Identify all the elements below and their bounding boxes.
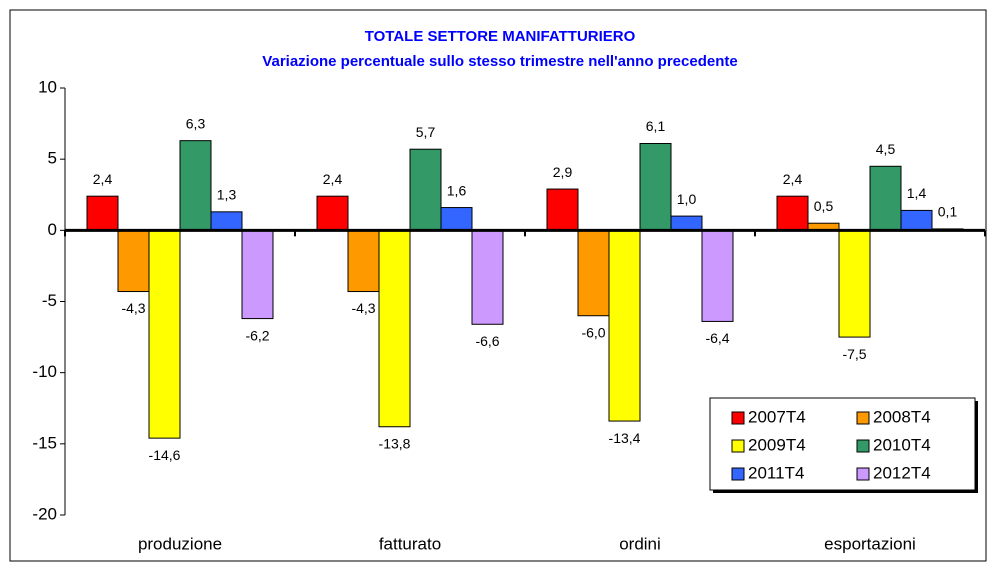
y-tick-label: 0 (48, 220, 57, 239)
legend-label: 2012T4 (873, 463, 931, 482)
value-label: -13,8 (379, 435, 411, 451)
value-label: -6,0 (581, 324, 605, 340)
value-label: -7,5 (842, 346, 866, 362)
legend-label: 2010T4 (873, 435, 931, 454)
bar (900, 209, 933, 231)
value-label: 2,4 (783, 171, 803, 187)
bar (776, 195, 809, 231)
value-label: 6,3 (186, 115, 206, 131)
value-label: 2,4 (93, 171, 113, 187)
value-label: 2,4 (323, 171, 343, 187)
bar (117, 229, 150, 293)
value-label: 1,3 (217, 187, 237, 203)
bar (869, 165, 902, 231)
bar (316, 195, 349, 231)
legend-shadow (975, 401, 978, 493)
legend-swatch (731, 439, 745, 453)
legend-label: 2008T4 (873, 407, 931, 426)
value-label: -6,4 (705, 330, 729, 346)
value-label: 1,4 (907, 185, 927, 201)
x-tick-label: esportazioni (824, 534, 916, 553)
bar (86, 195, 119, 231)
bar (347, 229, 380, 293)
y-tick-label: -20 (32, 504, 57, 523)
bar (639, 143, 672, 231)
legend-box (709, 397, 976, 491)
value-label: 1,0 (677, 191, 697, 207)
bar (440, 207, 473, 231)
value-label: 4,5 (876, 141, 896, 157)
legend-swatch (856, 439, 870, 453)
y-tick-label: -15 (32, 433, 57, 452)
value-label: -13,4 (609, 430, 641, 446)
bar (701, 229, 734, 322)
legend-swatch (731, 411, 745, 425)
bar (179, 140, 212, 231)
legend-label: 2007T4 (748, 407, 806, 426)
x-tick-label: produzione (138, 534, 222, 553)
legend-label: 2011T4 (748, 463, 804, 482)
value-label: 5,7 (416, 124, 436, 140)
bar (471, 229, 504, 325)
value-label: 6,1 (646, 118, 666, 134)
value-label: -14,6 (149, 447, 181, 463)
legend-shadow (713, 490, 978, 493)
bar (241, 229, 274, 320)
bar (838, 229, 871, 338)
chart-title: TOTALE SETTORE MANIFATTURIERO (365, 28, 636, 45)
value-label: -4,3 (121, 300, 145, 316)
bar (409, 148, 442, 231)
legend-swatch (856, 411, 870, 425)
value-label: -6,2 (245, 327, 269, 343)
y-tick-label: -10 (32, 362, 57, 381)
bar (378, 229, 411, 428)
value-label: 0,5 (814, 198, 834, 214)
legend-label: 2009T4 (748, 435, 806, 454)
value-label: -4,3 (351, 300, 375, 316)
y-tick-label: -5 (42, 291, 57, 310)
bar (210, 211, 243, 231)
bar (577, 229, 610, 317)
chart-subtitle: Variazione percentuale sullo stesso trim… (262, 53, 737, 70)
bar (148, 229, 181, 439)
x-tick-label: fatturato (379, 534, 441, 553)
bar (670, 215, 703, 231)
x-tick-label: ordini (619, 534, 661, 553)
legend-swatch (856, 467, 870, 481)
bar (546, 188, 579, 231)
value-label: -6,6 (475, 333, 499, 349)
value-label: 0,1 (938, 204, 958, 220)
value-label: 1,6 (447, 182, 467, 198)
value-label: 2,9 (553, 164, 573, 180)
y-tick-label: 10 (38, 77, 57, 96)
legend-swatch (731, 467, 745, 481)
bar (608, 229, 641, 422)
y-tick-label: 5 (48, 149, 57, 168)
